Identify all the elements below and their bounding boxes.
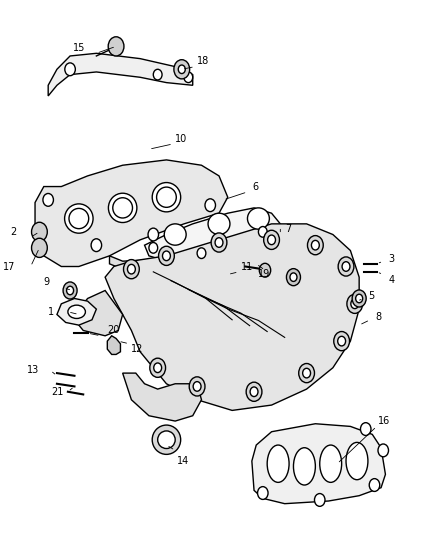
- Text: 16: 16: [378, 416, 391, 426]
- Ellipse shape: [65, 204, 93, 233]
- Circle shape: [347, 294, 363, 313]
- Circle shape: [189, 377, 205, 396]
- Text: 2: 2: [10, 227, 16, 237]
- Circle shape: [91, 239, 102, 252]
- Circle shape: [32, 222, 47, 241]
- Ellipse shape: [152, 182, 180, 212]
- Circle shape: [154, 363, 162, 373]
- Text: 19: 19: [258, 270, 270, 279]
- Ellipse shape: [152, 425, 180, 454]
- Circle shape: [215, 238, 223, 247]
- Circle shape: [314, 494, 325, 506]
- Circle shape: [290, 273, 297, 281]
- Ellipse shape: [267, 445, 289, 482]
- Circle shape: [63, 282, 77, 299]
- Text: 17: 17: [4, 262, 16, 271]
- Circle shape: [67, 286, 74, 295]
- Text: 12: 12: [131, 344, 143, 354]
- Ellipse shape: [346, 442, 368, 480]
- Ellipse shape: [68, 305, 85, 318]
- Circle shape: [149, 243, 158, 253]
- Circle shape: [299, 364, 314, 383]
- Circle shape: [246, 382, 262, 401]
- Text: 14: 14: [177, 456, 189, 466]
- Circle shape: [159, 246, 174, 265]
- Circle shape: [162, 251, 170, 261]
- Circle shape: [43, 193, 53, 206]
- Circle shape: [205, 199, 215, 212]
- Circle shape: [369, 479, 380, 491]
- Text: 1: 1: [48, 307, 54, 317]
- Text: 9: 9: [43, 278, 49, 287]
- Text: 10: 10: [175, 134, 187, 143]
- Polygon shape: [110, 253, 263, 269]
- Circle shape: [378, 444, 389, 457]
- Polygon shape: [123, 373, 201, 421]
- Text: 20: 20: [107, 326, 119, 335]
- Circle shape: [178, 65, 185, 74]
- Circle shape: [148, 228, 159, 241]
- Polygon shape: [48, 53, 193, 96]
- Circle shape: [124, 260, 139, 279]
- Circle shape: [153, 69, 162, 80]
- Circle shape: [250, 387, 258, 397]
- Text: 8: 8: [375, 312, 381, 322]
- Circle shape: [150, 358, 166, 377]
- Circle shape: [258, 487, 268, 499]
- Text: 21: 21: [51, 387, 63, 397]
- Circle shape: [360, 423, 371, 435]
- Circle shape: [108, 37, 124, 56]
- Circle shape: [174, 60, 190, 79]
- Circle shape: [338, 336, 346, 346]
- Ellipse shape: [164, 224, 186, 245]
- Text: 4: 4: [388, 275, 394, 285]
- Circle shape: [268, 235, 276, 245]
- Circle shape: [259, 263, 271, 277]
- Circle shape: [197, 248, 206, 259]
- Circle shape: [193, 382, 201, 391]
- Circle shape: [351, 299, 359, 309]
- Ellipse shape: [208, 213, 230, 235]
- Text: 5: 5: [368, 291, 374, 301]
- Circle shape: [307, 236, 323, 255]
- Circle shape: [356, 294, 363, 303]
- Polygon shape: [107, 336, 120, 354]
- Text: 13: 13: [27, 366, 39, 375]
- Text: 6: 6: [252, 182, 258, 191]
- Text: 15: 15: [73, 43, 85, 53]
- Ellipse shape: [320, 445, 342, 482]
- Ellipse shape: [247, 208, 269, 229]
- Ellipse shape: [293, 448, 315, 485]
- Polygon shape: [105, 224, 359, 410]
- Polygon shape: [145, 208, 280, 261]
- Circle shape: [32, 238, 47, 257]
- Circle shape: [311, 240, 319, 250]
- Circle shape: [338, 257, 354, 276]
- Text: 3: 3: [388, 254, 394, 263]
- Circle shape: [264, 230, 279, 249]
- Circle shape: [286, 269, 300, 286]
- Polygon shape: [74, 290, 123, 336]
- Circle shape: [127, 264, 135, 274]
- Circle shape: [334, 332, 350, 351]
- Ellipse shape: [158, 431, 175, 449]
- Text: 11: 11: [240, 262, 253, 271]
- Circle shape: [352, 290, 366, 307]
- Circle shape: [184, 72, 193, 83]
- Circle shape: [65, 63, 75, 76]
- Text: 18: 18: [197, 56, 209, 66]
- Circle shape: [303, 368, 311, 378]
- Circle shape: [342, 262, 350, 271]
- Polygon shape: [57, 298, 96, 325]
- Polygon shape: [35, 160, 228, 266]
- Circle shape: [211, 233, 227, 252]
- Ellipse shape: [109, 193, 137, 223]
- Circle shape: [258, 227, 267, 237]
- Text: 7: 7: [285, 224, 291, 234]
- Polygon shape: [252, 424, 385, 504]
